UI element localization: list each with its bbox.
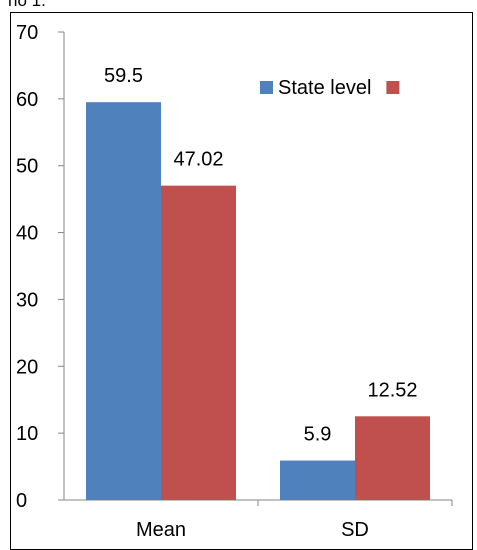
data-label: 47.02 [173,149,223,171]
x-tick-label: Mean [136,519,186,541]
legend-swatch [260,81,273,94]
x-tick-label: SD [341,519,369,541]
y-tick-label: 10 [16,423,38,445]
bar-sd-series-2 [355,416,430,500]
data-label: 5.9 [304,424,332,446]
y-tick-label: 50 [16,156,38,178]
legend-label: State level [278,77,371,99]
page-header-fragment: no 1. [8,0,46,10]
data-label: 12.52 [367,379,417,401]
y-tick-label: 20 [16,356,38,378]
bar-mean-series-1 [86,102,161,500]
data-label: 59.5 [104,65,143,87]
bar-sd-series-1 [280,460,355,500]
bar-mean-series-2 [161,185,236,501]
y-tick-label: 0 [16,490,27,512]
y-tick-label: 60 [16,89,38,111]
y-tick-label: 40 [16,223,38,245]
y-tick-label: 30 [16,289,38,311]
legend-swatch [386,81,400,94]
chart-plot-area: 0 10 20 30 40 50 60 70 Mean 59.5 47.02 SD 5.9 12.52 St… [16,22,453,541]
y-tick-label: 70 [16,22,38,44]
